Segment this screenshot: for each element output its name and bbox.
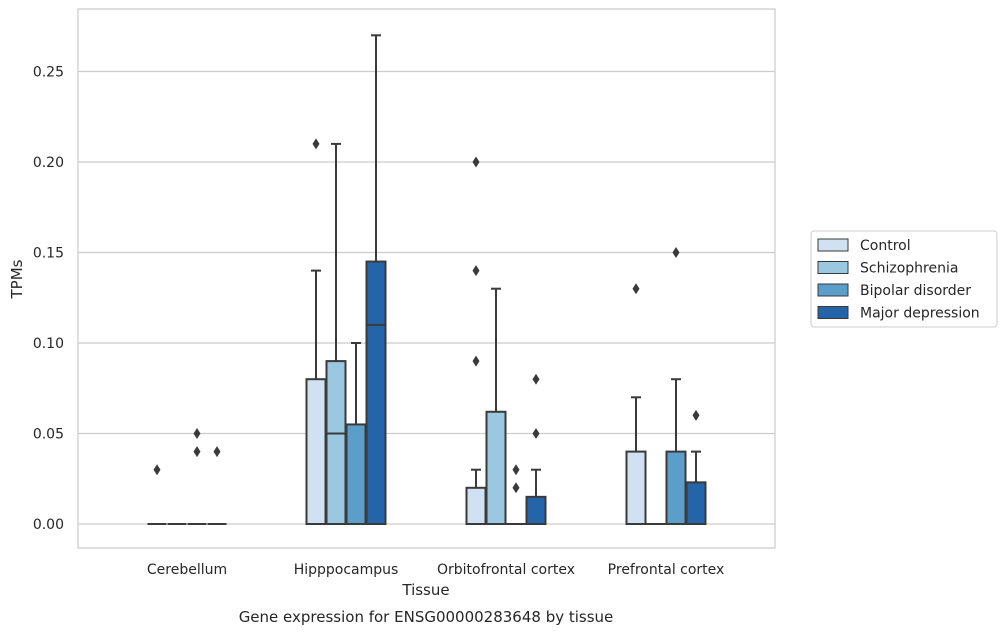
y-tick-label: 0.20	[33, 155, 64, 171]
box	[465, 156, 487, 525]
y-tick-label: 0.05	[33, 427, 64, 443]
y-axis-label: TPMs	[8, 259, 26, 299]
legend-label: Control	[860, 238, 911, 254]
y-tick-label: 0.25	[33, 65, 64, 81]
box	[207, 446, 227, 525]
box	[345, 342, 367, 526]
outlier-point	[312, 138, 320, 150]
outlier-point	[532, 373, 540, 385]
legend-frame	[810, 230, 998, 328]
x-axis-label: Tissue	[401, 581, 449, 599]
box	[147, 464, 167, 525]
legend-item: Bipolar disorder	[817, 283, 971, 299]
box-body	[525, 495, 547, 526]
box-body	[325, 360, 347, 525]
legend-label: Schizophrenia	[860, 261, 958, 277]
legend-item: Control	[817, 238, 911, 254]
legend-swatch	[817, 283, 849, 297]
outlier-point	[193, 446, 201, 458]
x-tick-label: Orbitofrontal cortex	[437, 562, 575, 578]
legend-swatch	[817, 238, 849, 252]
box	[506, 464, 526, 525]
y-tick-labels: 0.00 0.05 0.10 0.15 0.20 0.25	[33, 65, 64, 534]
legend-item: Schizophrenia	[817, 261, 958, 277]
box	[685, 409, 707, 525]
box-body	[665, 450, 687, 526]
box-body	[345, 423, 367, 526]
box-body	[685, 481, 707, 525]
outlier-point	[472, 265, 480, 277]
legend-label: Major depression	[860, 306, 980, 322]
box	[625, 283, 647, 526]
x-tick-label: Hipppocampus	[294, 562, 399, 578]
series-schizophrenia	[167, 142, 666, 525]
plot-area-frame	[77, 8, 776, 549]
outlier-point	[532, 428, 540, 439]
box	[305, 138, 327, 526]
x-tick-label: Cerebellum	[147, 562, 227, 578]
legend-label: Bipolar disorder	[860, 283, 971, 299]
outlier-point	[153, 464, 161, 476]
legend-swatch	[817, 306, 849, 319]
outlier-point	[632, 283, 640, 295]
legend: Control Schizophrenia Bipolar disorder Majo…	[810, 230, 998, 328]
box-body	[365, 260, 387, 525]
box-body	[465, 486, 487, 525]
box	[325, 142, 347, 525]
legend-swatch	[817, 261, 849, 274]
outlier-point	[512, 482, 520, 494]
outlier-point	[213, 446, 221, 458]
box-body	[485, 410, 507, 525]
box	[365, 34, 387, 525]
series-control	[147, 138, 647, 526]
box	[525, 373, 547, 526]
x-tick-labels: Cerebellum Hipppocampus Orbitofrontal cort…	[147, 562, 724, 578]
outlier-point	[472, 156, 480, 168]
box-body	[305, 378, 327, 526]
y-tick-label: 0.00	[33, 517, 64, 533]
box	[485, 287, 507, 525]
box-series	[147, 34, 707, 526]
series-major-depression	[207, 34, 707, 526]
y-tick-label: 0.15	[33, 246, 64, 262]
outlier-point	[692, 409, 700, 421]
box	[187, 428, 207, 525]
outlier-point	[472, 355, 480, 367]
y-tick-label: 0.10	[33, 336, 64, 352]
outlier-point	[672, 247, 680, 258]
outlier-point	[193, 428, 201, 439]
box-body	[625, 450, 647, 526]
x-tick-label: Prefrontal cortex	[608, 562, 725, 578]
legend-item: Major depression	[817, 306, 980, 322]
chart-caption: Gene expression for ENSG00000283648 by t…	[239, 608, 614, 626]
series-bipolar-disorder	[187, 247, 687, 526]
box	[665, 247, 687, 526]
outlier-point	[512, 464, 520, 476]
